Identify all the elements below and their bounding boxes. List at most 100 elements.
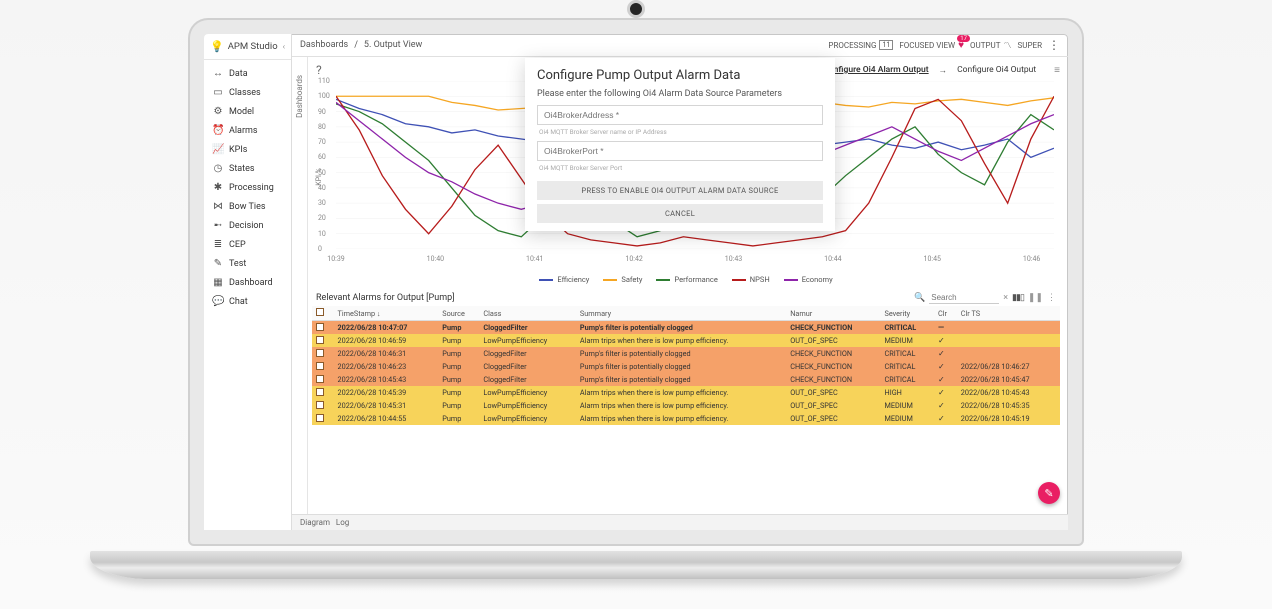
nav-list: ↔ Data ▭Classes⚙Model⏰Alarms 📈 KPIs ◷States✱P… bbox=[204, 60, 291, 315]
vertical-tab[interactable]: Dashboards bbox=[292, 57, 308, 514]
sidebar-item-processing[interactable]: ✱Processing bbox=[204, 178, 291, 197]
app-name: APM Studio bbox=[228, 41, 278, 52]
y-tick: 70 bbox=[318, 138, 326, 146]
column-header[interactable]: Class bbox=[479, 306, 576, 321]
broker-port-hint: Oi4 MQTT Broker Server Port bbox=[537, 163, 823, 177]
x-tick: 10:43 bbox=[725, 255, 742, 263]
legend-item[interactable]: Efficiency bbox=[539, 275, 589, 284]
sidebar-item-dashboard[interactable]: ▦Dashboard bbox=[204, 273, 291, 292]
alarms-header: Relevant Alarms for Output [Pump] 🔍 × ▮▮… bbox=[312, 288, 1060, 306]
column-header[interactable]: Clr TS bbox=[957, 306, 1060, 321]
broker-address-input[interactable] bbox=[537, 105, 823, 125]
table-row[interactable]: 2022/06/28 10:44:55PumpLowPumpEfficiency… bbox=[312, 412, 1060, 425]
nav-label: KPIs bbox=[229, 145, 247, 155]
main: Dashboards / 5. Output View PROCESSING 1… bbox=[292, 34, 1068, 530]
enable-data-source-button[interactable]: PRESS TO ENABLE OI4 OUTPUT ALARM DATA SO… bbox=[537, 181, 823, 200]
legend-item[interactable]: NPSH bbox=[732, 275, 770, 284]
nav-icon: ≣ bbox=[212, 239, 224, 250]
breadcrumb-a[interactable]: Dashboards bbox=[300, 40, 348, 50]
sidebar-item-data[interactable]: ↔ Data bbox=[204, 64, 291, 83]
column-header[interactable]: Severity bbox=[881, 306, 934, 321]
search-icon: 🔍 bbox=[914, 293, 925, 303]
y-tick: 80 bbox=[318, 123, 326, 131]
broker-address-hint: Oi4 MQTT Broker Server name or IP Addres… bbox=[537, 127, 823, 141]
chevron-left-icon: ‹ bbox=[283, 42, 285, 51]
y-tick: 0 bbox=[318, 245, 322, 253]
table-row[interactable]: 2022/06/28 10:46:31PumpCloggedFilterPump… bbox=[312, 347, 1060, 360]
columns-icon[interactable]: ▮▮▯ bbox=[1012, 293, 1024, 303]
y-tick: 40 bbox=[318, 184, 326, 192]
column-header[interactable]: Summary bbox=[576, 306, 786, 321]
sidebar-logo[interactable]: 💡 APM Studio ‹ bbox=[204, 34, 291, 60]
sidebar-item-kpis[interactable]: 📈 KPIs bbox=[204, 140, 291, 159]
table-row[interactable]: 2022/06/28 10:45:31PumpLowPumpEfficiency… bbox=[312, 399, 1060, 412]
diagram-tab[interactable]: Diagram bbox=[300, 518, 330, 527]
sidebar-item-cep[interactable]: ≣ CEP bbox=[204, 235, 291, 254]
nav-label: Chat bbox=[229, 297, 248, 307]
nav-icon: ⋈ bbox=[212, 201, 224, 212]
sidebar-item-chat[interactable]: 💬Chat bbox=[204, 292, 291, 311]
output-chip[interactable]: OUTPUT 〽 bbox=[970, 40, 1011, 51]
nav-label: CEP bbox=[229, 240, 246, 250]
nav-icon: 📈 bbox=[212, 144, 224, 155]
nav-icon: ◷ bbox=[212, 163, 224, 174]
x-tick: 10:39 bbox=[327, 255, 344, 263]
legend-item[interactable]: Performance bbox=[656, 275, 717, 284]
sidebar-item-decision[interactable]: ➸Decision bbox=[204, 216, 291, 235]
sidebar-item-test[interactable]: ✎ Test bbox=[204, 254, 291, 273]
fab-edit-button[interactable]: ✎ bbox=[1038, 482, 1060, 504]
log-tab[interactable]: Log bbox=[336, 518, 349, 527]
column-header[interactable]: Clr bbox=[934, 306, 957, 321]
alarms-title: Relevant Alarms for Output [Pump] bbox=[316, 293, 455, 303]
select-all-checkbox[interactable] bbox=[316, 308, 324, 316]
nav-icon: ↔ bbox=[212, 68, 224, 79]
sidebar-item-model[interactable]: ⚙Model bbox=[204, 102, 291, 121]
table-row[interactable]: 2022/06/28 10:46:59PumpLowPumpEfficiency… bbox=[312, 334, 1060, 347]
chart-menu-icon[interactable]: ≡ bbox=[1054, 65, 1060, 76]
x-tick: 10:42 bbox=[625, 255, 642, 263]
nav-label: Data bbox=[229, 69, 248, 79]
table-menu-icon[interactable]: ⋮ bbox=[1047, 293, 1056, 303]
bottom-tabs: Diagram Log bbox=[292, 514, 1068, 530]
help-icon[interactable]: ? bbox=[316, 63, 322, 77]
table-row[interactable]: 2022/06/28 10:46:23PumpCloggedFilterPump… bbox=[312, 360, 1060, 373]
pause-icon[interactable]: ❚❚ bbox=[1028, 293, 1043, 303]
breadcrumb-sep: / bbox=[354, 40, 358, 50]
legend-item[interactable]: Safety bbox=[603, 275, 642, 284]
processing-chip[interactable]: PROCESSING 11 bbox=[828, 40, 893, 50]
column-header[interactable]: TimeStamp ↓ bbox=[334, 306, 439, 321]
table-row[interactable]: 2022/06/28 10:47:07PumpCloggedFilterPump… bbox=[312, 321, 1060, 335]
search-input[interactable] bbox=[929, 292, 999, 304]
nav-label: Dashboard bbox=[229, 278, 273, 288]
laptop-base bbox=[90, 551, 1182, 579]
sidebar-item-classes[interactable]: ▭Classes bbox=[204, 83, 291, 102]
super-chip[interactable]: SUPER bbox=[1018, 41, 1042, 50]
chart-legend: Efficiency Safety Performance NPSH Economy bbox=[312, 273, 1060, 288]
lightbulb-icon: 💡 bbox=[210, 40, 224, 53]
clear-search-icon[interactable]: × bbox=[1003, 293, 1008, 303]
cancel-button[interactable]: CANCEL bbox=[537, 204, 823, 223]
configure-alarm-output-link[interactable]: Configure Oi4 Alarm Output bbox=[823, 65, 928, 75]
nav-icon: ✎ bbox=[212, 258, 224, 269]
modal-title: Configure Pump Output Alarm Data bbox=[537, 68, 823, 83]
sidebar-item-alarms[interactable]: ⏰Alarms bbox=[204, 121, 291, 140]
table-row[interactable]: 2022/06/28 10:45:39PumpLowPumpEfficiency… bbox=[312, 386, 1060, 399]
breadcrumb-b[interactable]: 5. Output View bbox=[364, 40, 422, 50]
topbar: Dashboards / 5. Output View PROCESSING 1… bbox=[292, 34, 1068, 57]
sidebar-item-bow-ties[interactable]: ⋈Bow Ties bbox=[204, 197, 291, 216]
column-header[interactable]: Namur bbox=[786, 306, 880, 321]
broker-port-input[interactable] bbox=[537, 141, 823, 161]
x-tick: 10:44 bbox=[824, 255, 841, 263]
nav-label: Test bbox=[229, 259, 246, 269]
sidebar-item-states[interactable]: ◷States bbox=[204, 159, 291, 178]
table-row[interactable]: 2022/06/28 10:45:43PumpCloggedFilterPump… bbox=[312, 373, 1060, 386]
configure-output-link[interactable]: Configure Oi4 Output bbox=[957, 65, 1036, 75]
nav-icon: ✱ bbox=[212, 182, 224, 193]
column-header[interactable]: Source bbox=[438, 306, 479, 321]
more-icon[interactable]: ⋮ bbox=[1048, 38, 1060, 52]
nav-icon: ▭ bbox=[212, 87, 224, 98]
nav-label: Model bbox=[229, 107, 254, 117]
y-tick: 110 bbox=[318, 77, 330, 85]
legend-item[interactable]: Economy bbox=[784, 275, 833, 284]
focused-view-chip[interactable]: FOCUSED VIEW ♥17 bbox=[899, 40, 964, 51]
